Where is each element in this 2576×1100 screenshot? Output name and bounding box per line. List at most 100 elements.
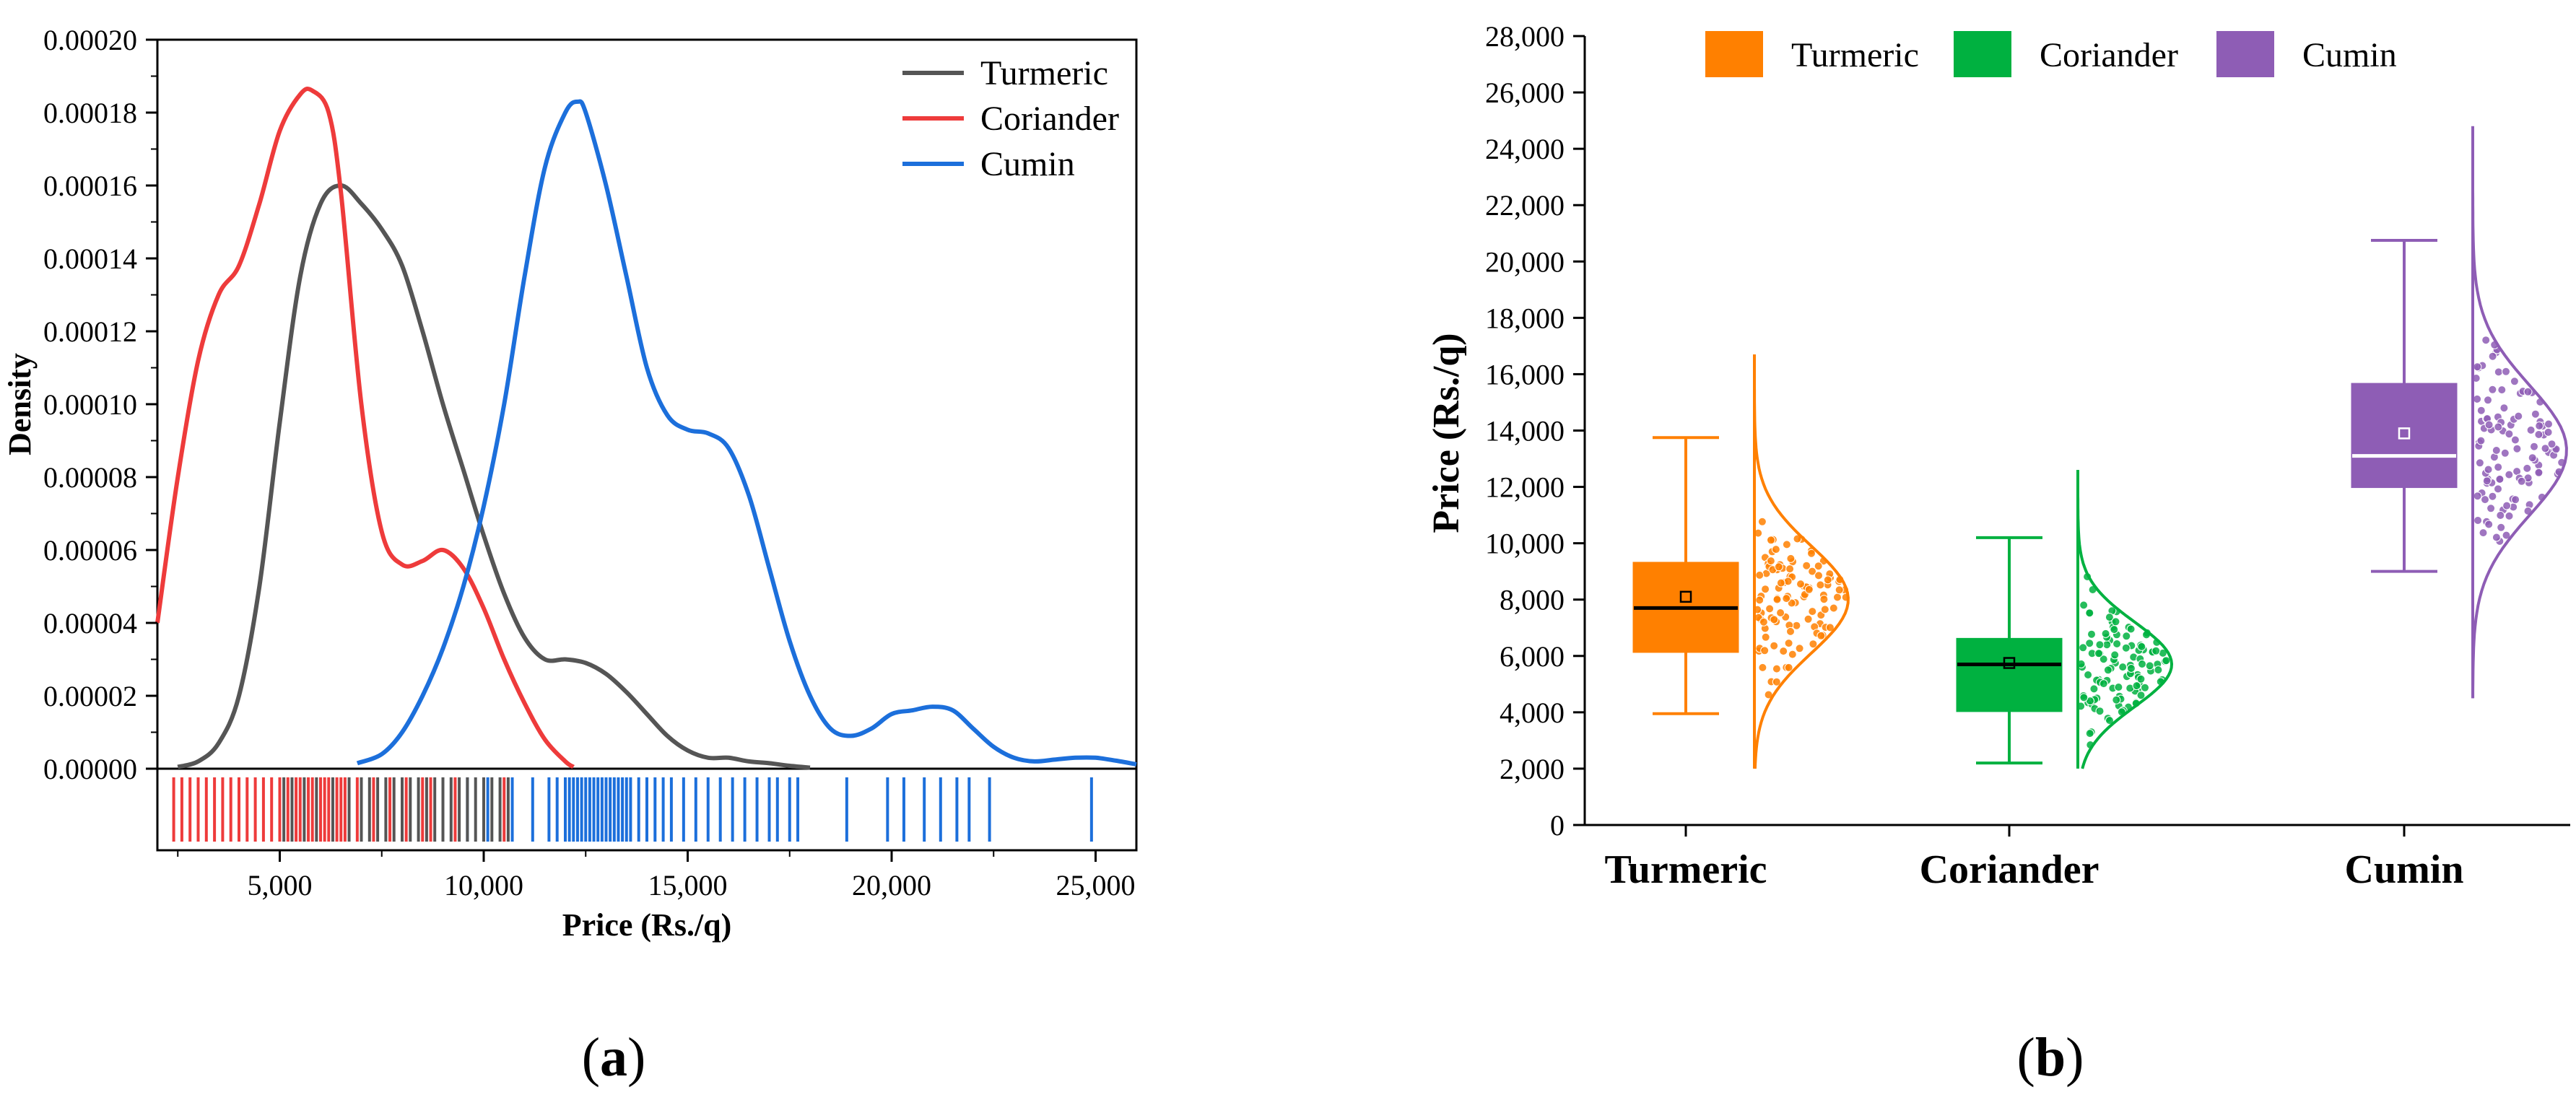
x-axis: 5,000 10,000 15,000 20,000 25,000 [177, 850, 1136, 902]
data-point-turmeric [1814, 571, 1823, 580]
data-point-coriander [2121, 643, 2131, 652]
data-point-turmeric [1786, 554, 1796, 563]
legend-label-turmeric: Turmeric [1791, 36, 1919, 74]
data-point-coriander [2136, 691, 2146, 700]
data-point-cumin [2484, 420, 2494, 429]
y-tick-label: 28,000 [1485, 20, 1565, 53]
data-point-turmeric [1776, 578, 1785, 588]
data-point-turmeric [1808, 607, 1817, 616]
data-point-turmeric [1755, 570, 1765, 580]
box-cumin [2351, 383, 2458, 489]
half-density-curves [1753, 126, 2568, 769]
category-label-coriander: Coriander [1920, 847, 2099, 892]
data-point-cumin [2528, 453, 2537, 463]
data-point-turmeric [1761, 632, 1770, 642]
data-point-coriander [2103, 665, 2112, 675]
data-point-cumin [2534, 430, 2544, 439]
data-point-turmeric [1796, 580, 1805, 589]
y-axis-title: Price (Rs./q) [1426, 333, 1467, 533]
data-point-turmeric [1816, 631, 1826, 640]
data-point-turmeric [1795, 644, 1804, 653]
y-tick-label: 6,000 [1500, 640, 1565, 673]
data-point-turmeric [1792, 621, 1801, 630]
y-tick-label: 10,000 [1485, 528, 1565, 560]
y-tick-label: 22,000 [1485, 189, 1565, 222]
data-point-cumin [2547, 440, 2557, 449]
y-tick-label: 0 [1550, 809, 1565, 842]
data-point-coriander [2110, 650, 2120, 660]
x-tick-label: 5,000 [248, 869, 313, 902]
data-point-turmeric [1759, 617, 1768, 627]
y-tick-label: 16,000 [1485, 358, 1565, 390]
legend-swatch-turmeric [1705, 31, 1763, 77]
data-point-turmeric [1802, 561, 1811, 570]
data-point-cumin [2484, 396, 2492, 405]
box-plots [1632, 239, 2458, 765]
data-point-coriander [2095, 707, 2105, 716]
data-point-turmeric [1829, 603, 1838, 613]
data-point-cumin [2502, 367, 2510, 376]
data-point-turmeric [1808, 567, 1817, 576]
data-point-cumin [2473, 362, 2482, 372]
legend-label-cumin: Cumin [980, 145, 1075, 183]
data-point-cumin [2495, 474, 2505, 484]
data-point-coriander [2110, 625, 2119, 634]
data-point-turmeric [1774, 562, 1783, 572]
data-point-turmeric [1833, 593, 1842, 602]
data-point-cumin [2473, 394, 2482, 403]
data-point-coriander [2126, 624, 2136, 634]
data-point-cumin [2534, 468, 2544, 477]
data-point-coriander [2099, 679, 2108, 689]
data-point-turmeric [1782, 594, 1791, 603]
data-point-cumin [2535, 422, 2544, 430]
data-point-cumin [2475, 458, 2484, 468]
data-point-turmeric [1803, 614, 1813, 624]
data-point-turmeric [1786, 627, 1795, 636]
data-point-turmeric [1760, 646, 1770, 655]
data-point-cumin [2523, 387, 2533, 396]
mean-marker-cumin [2398, 427, 2411, 440]
data-point-turmeric [1793, 534, 1802, 544]
data-point-coriander [2151, 646, 2161, 655]
data-point-cumin [2499, 403, 2509, 413]
density-curve-cumin [356, 99, 1137, 767]
data-point-coriander [2085, 639, 2094, 648]
mean-marker-coriander [2003, 657, 2016, 669]
data-point-cumin [2544, 427, 2553, 437]
data-point-turmeric [1823, 575, 1832, 585]
category-label-cumin: Cumin [2345, 847, 2464, 892]
data-point-coriander [2089, 684, 2099, 694]
data-point-coriander [2112, 695, 2121, 704]
data-point-turmeric [1816, 580, 1825, 590]
data-point-cumin [2492, 446, 2501, 455]
y-tick-label: 0.00016 [43, 170, 137, 202]
data-point-turmeric [1772, 664, 1781, 673]
data-point-turmeric [1819, 595, 1829, 604]
data-point-turmeric [1772, 677, 1781, 686]
data-point-coriander [2105, 716, 2114, 725]
y-tick-label: 0.00018 [43, 97, 137, 129]
y-tick-label: 0.00014 [43, 243, 137, 275]
half-density-turmeric [1753, 354, 1850, 769]
legend-label-coriander: Coriander [2040, 36, 2178, 74]
y-tick-label: 0.00012 [43, 315, 137, 348]
y-tick-label: 4,000 [1500, 697, 1565, 729]
data-point-cumin [2512, 444, 2522, 453]
data-point-coriander [2138, 660, 2146, 668]
data-point-cumin [2488, 352, 2497, 361]
data-point-cumin [2488, 492, 2497, 501]
data-point-turmeric [1820, 605, 1829, 614]
data-point-turmeric [1783, 577, 1793, 586]
data-point-coriander [2122, 632, 2131, 641]
data-point-coriander [2102, 640, 2112, 650]
data-point-turmeric [1779, 647, 1788, 656]
data-point-turmeric [1772, 595, 1782, 604]
data-point-coriander [2079, 601, 2089, 610]
data-point-turmeric [1755, 595, 1765, 605]
data-point-cumin [2523, 463, 2532, 473]
data-point-coriander [2099, 655, 2108, 664]
data-point-turmeric [1757, 517, 1767, 526]
data-point-turmeric [1782, 540, 1791, 549]
data-point-coriander [2085, 729, 2094, 738]
data-point-coriander [2079, 693, 2089, 702]
